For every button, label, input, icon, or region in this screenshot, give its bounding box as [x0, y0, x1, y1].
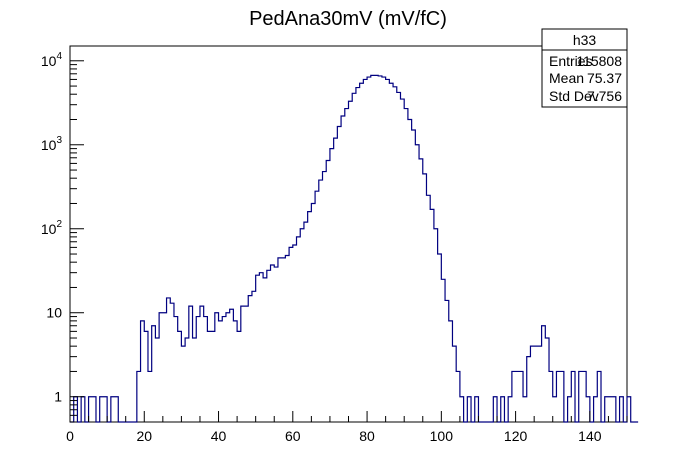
y-tick-exponent: 4	[56, 51, 62, 62]
y-tick-exponent: 2	[56, 219, 62, 230]
stats-entries-label: Entries	[549, 53, 593, 69]
x-tick-label: 60	[285, 428, 301, 444]
stats-stddev-label: Std Dev	[549, 88, 599, 104]
stats-box-frame	[541, 28, 628, 108]
chart-title: PedAna30mV (mV/fC)	[249, 8, 447, 30]
x-axis: 0 20 40 60 80 100 120 140	[66, 411, 628, 444]
y-tick-label: 10	[46, 305, 62, 321]
x-tick-label: 100	[430, 428, 454, 444]
stats-entries-value: 115808	[576, 53, 622, 69]
x-tick-label: 80	[359, 428, 375, 444]
y-tick-label: 103	[41, 135, 63, 153]
y-tick-label: 1	[54, 389, 62, 405]
y-tick-exponent: 3	[56, 135, 62, 146]
y-tick-base: 10	[41, 137, 57, 153]
stats-stddev-value: 7.756	[587, 88, 622, 104]
stats-mean-label: Mean	[549, 70, 584, 86]
y-tick-base: 10	[41, 221, 57, 237]
y-tick-label: 104	[41, 51, 63, 69]
histogram-series	[70, 74, 639, 423]
y-tick-label: 102	[41, 219, 63, 237]
stats-mean-value: 75.37	[587, 70, 622, 86]
x-tick-label: 20	[136, 428, 152, 444]
x-tick-label: 0	[66, 428, 74, 444]
y-tick-base: 10	[41, 53, 57, 69]
stats-box: h33 Entries 115808 Mean 75.37 Std Dev 7.…	[541, 28, 628, 108]
x-tick-label: 40	[211, 428, 227, 444]
x-tick-label: 120	[504, 428, 528, 444]
x-tick-label: 140	[578, 428, 602, 444]
stats-histogram-name: h33	[573, 32, 597, 48]
histogram-line	[70, 74, 639, 423]
